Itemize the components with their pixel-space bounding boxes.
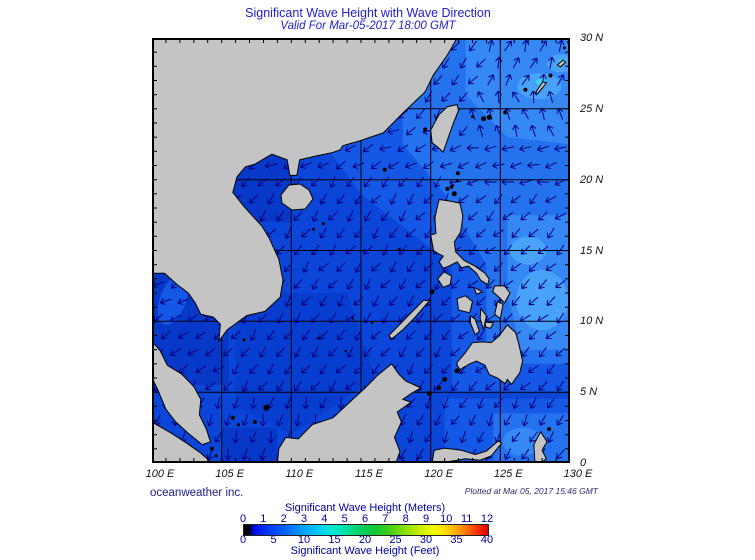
map-canvas bbox=[151, 37, 575, 464]
lon-label: 105 E bbox=[215, 468, 245, 480]
meters-tick: 2 bbox=[280, 513, 287, 525]
lon-label: 110 E bbox=[285, 468, 314, 480]
lat-label: 0 bbox=[580, 457, 587, 469]
feet-tick: 35 bbox=[450, 534, 463, 546]
meters-tick: 6 bbox=[361, 513, 369, 525]
lat-label: 20 N bbox=[580, 173, 604, 186]
palawan bbox=[388, 299, 431, 340]
colorbar-feet-ticks: 0 5 10 15 20 25 30 35 40 bbox=[240, 534, 493, 546]
latitude-axis: 30 N 25 N 20 N 15 N 10 N 5 N 0 bbox=[580, 32, 620, 469]
valid-time-subtitle: Valid For Mar-05-2017 18:00 GMT bbox=[280, 20, 456, 32]
meters-tick: 3 bbox=[300, 513, 308, 525]
okinawa bbox=[535, 81, 548, 95]
feet-tick: 0 bbox=[239, 534, 247, 546]
meters-tick: 0 bbox=[239, 513, 247, 525]
plotted-timestamp: Plotted at Mar 05, 2017 15:46 GMT bbox=[464, 486, 598, 496]
lat-label: 30 N bbox=[580, 32, 604, 44]
meters-tick: 5 bbox=[341, 513, 348, 525]
meters-tick: 7 bbox=[382, 513, 389, 525]
cebu bbox=[479, 307, 487, 330]
meters-tick: 10 bbox=[440, 513, 453, 525]
mindoro bbox=[437, 271, 453, 289]
meters-tick: 11 bbox=[460, 513, 473, 525]
lat-label: 10 N bbox=[580, 315, 604, 328]
hainan bbox=[280, 183, 314, 211]
mindanao bbox=[456, 324, 524, 386]
feet-tick: 40 bbox=[480, 534, 494, 546]
map-svg bbox=[151, 37, 575, 464]
lon-label: 120 E bbox=[424, 468, 454, 480]
colorbar-meters-label: Significant Wave Height (Meters) bbox=[284, 502, 446, 514]
feet-tick: 5 bbox=[270, 534, 277, 546]
bohol bbox=[484, 321, 495, 329]
lon-label: 115 E bbox=[355, 468, 383, 480]
land-masses bbox=[151, 37, 567, 464]
luzon bbox=[430, 198, 490, 286]
malay-peninsula bbox=[151, 339, 212, 446]
meters-tick: 1 bbox=[260, 513, 267, 525]
meters-tick: 8 bbox=[402, 513, 409, 525]
colorbar-gradient bbox=[243, 524, 489, 536]
meters-tick: 4 bbox=[321, 513, 328, 525]
lat-label: 5 N bbox=[580, 386, 598, 399]
longitude-axis: 100 E 105 E 110 E 115 E 120 E 125 E 130 E bbox=[146, 468, 593, 482]
meters-tick: 9 bbox=[422, 513, 430, 525]
oceanweather-credit: oceanweather inc. bbox=[150, 487, 244, 499]
small-islands bbox=[209, 40, 571, 458]
page-title: Significant Wave Height with Wave Direct… bbox=[245, 6, 491, 20]
colorbar-meters-ticks: 0 1 2 3 4 5 6 7 8 9 10 11 12 bbox=[240, 513, 493, 525]
negros bbox=[469, 314, 480, 336]
feet-tick: 30 bbox=[419, 534, 433, 546]
amami bbox=[556, 59, 567, 68]
lon-label: 125 E bbox=[493, 468, 523, 480]
china-indochina-landmass bbox=[151, 37, 458, 343]
lat-label: 15 N bbox=[580, 244, 604, 257]
feet-tick: 10 bbox=[297, 534, 311, 546]
feet-tick: 20 bbox=[358, 534, 372, 546]
lon-label: 130 E bbox=[563, 468, 593, 480]
taiwan bbox=[430, 104, 460, 153]
colorbar-feet-label: Significant Wave Height (Feet) bbox=[290, 545, 440, 557]
panay bbox=[456, 295, 474, 314]
meters-tick: 12 bbox=[480, 513, 494, 525]
map-frame bbox=[152, 38, 570, 463]
feet-tick: 25 bbox=[389, 534, 402, 546]
lat-label: 25 N bbox=[580, 102, 604, 115]
samar bbox=[492, 285, 511, 304]
lon-label: 100 E bbox=[145, 468, 175, 480]
masbate bbox=[472, 286, 484, 296]
feet-tick: 15 bbox=[328, 534, 341, 546]
borneo bbox=[276, 363, 422, 464]
leyte bbox=[494, 300, 504, 320]
